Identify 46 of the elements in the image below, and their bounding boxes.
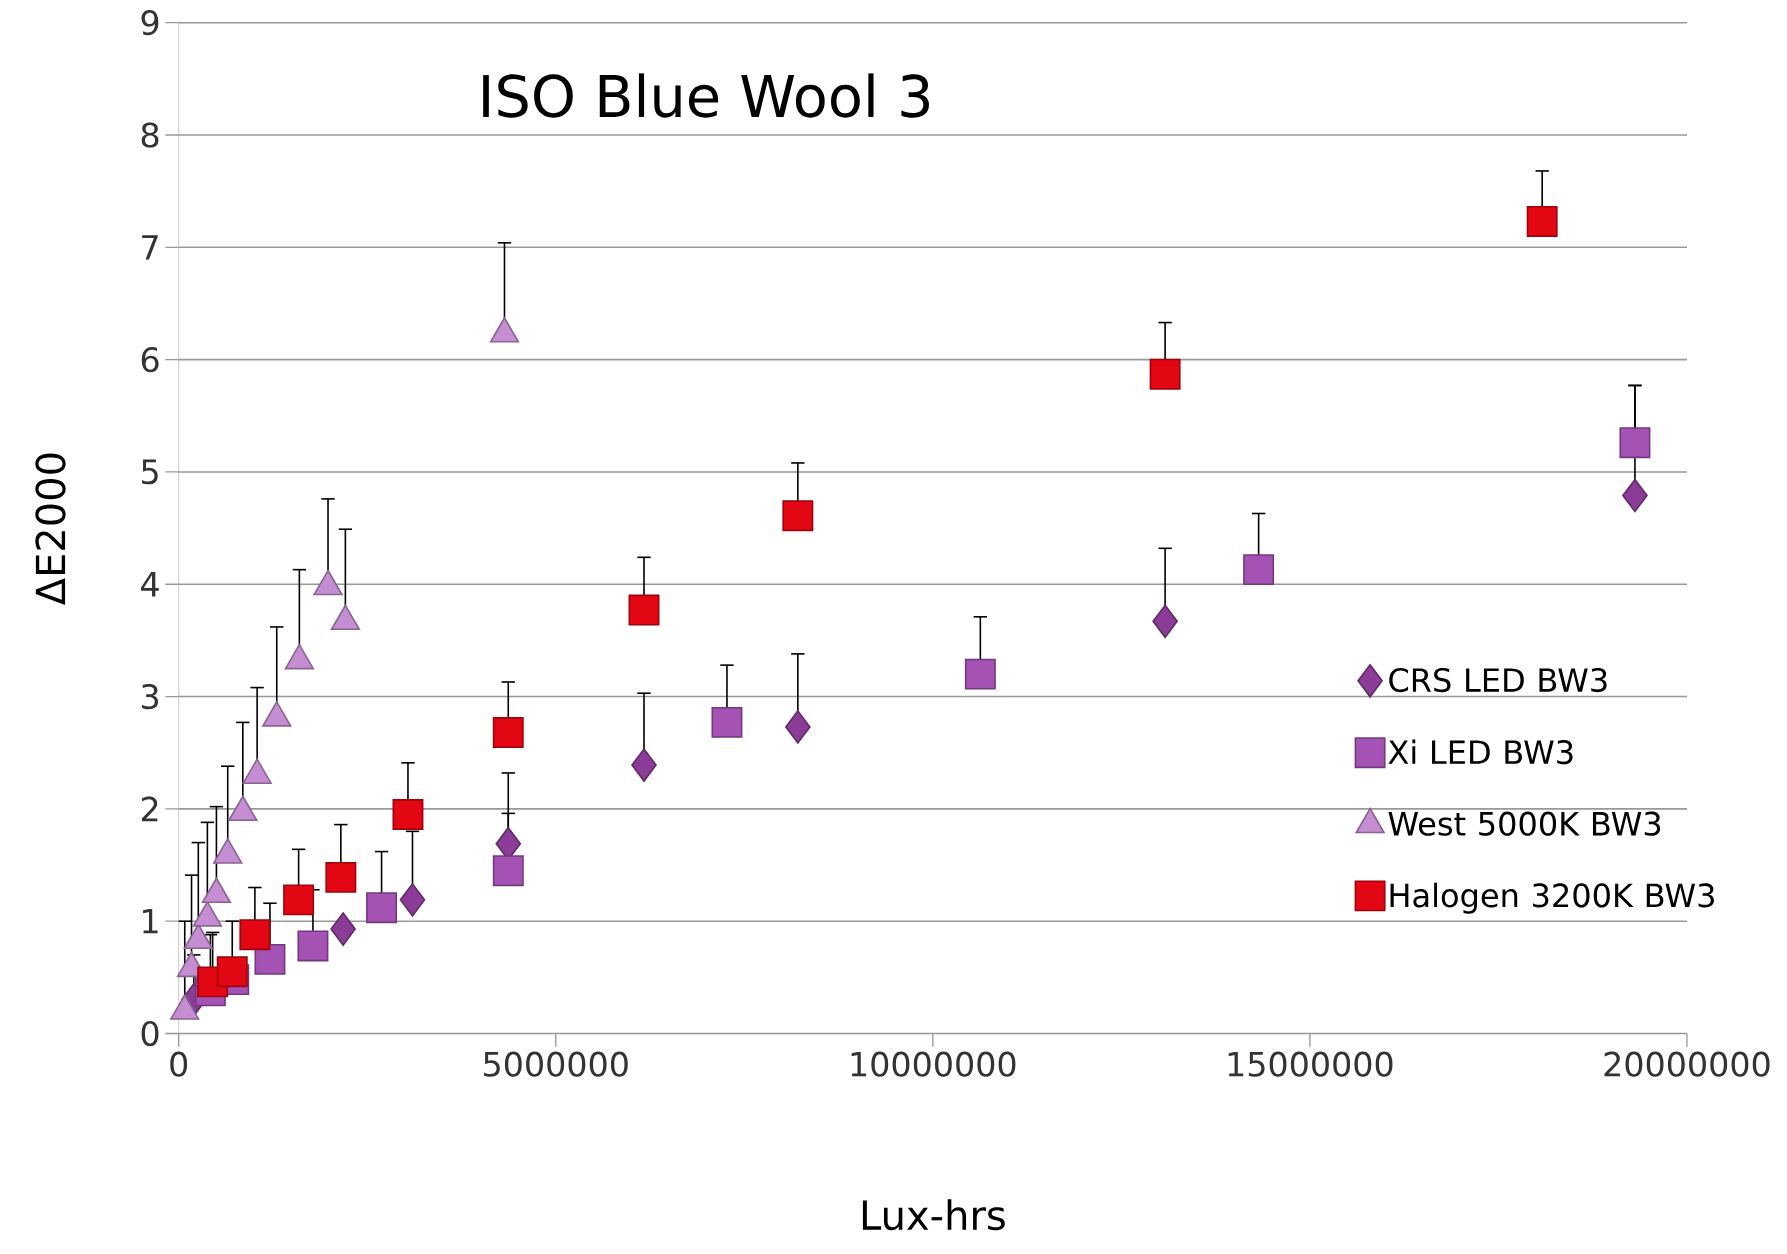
point — [631, 748, 657, 783]
y-tick-label: 8 — [141, 122, 159, 148]
point — [366, 892, 398, 924]
point — [392, 799, 424, 831]
point — [1622, 478, 1648, 513]
legend-label: Halogen 3200K BW3 — [1390, 882, 1714, 914]
point — [283, 884, 315, 916]
point — [216, 956, 248, 988]
point — [1526, 206, 1558, 238]
y-tick-label: 0 — [141, 1021, 159, 1047]
x-tick-label: 0 — [170, 1051, 188, 1078]
point — [399, 883, 426, 917]
point — [785, 710, 811, 744]
y-tick-label: 7 — [142, 235, 158, 260]
y-tick-label: 1 — [143, 909, 158, 934]
x-axis-title: Lux-hrs — [862, 1199, 1005, 1231]
point — [492, 855, 524, 887]
point — [1619, 427, 1651, 459]
point — [964, 658, 996, 690]
legend-label: CRS LED BW3 — [1389, 668, 1607, 693]
y-tick-label: 6 — [141, 347, 159, 373]
y-tick-label: 9 — [141, 10, 159, 36]
point — [254, 944, 286, 976]
y-tick-label: 5 — [142, 459, 158, 485]
legend-label: West 5000K BW3 — [1388, 811, 1661, 837]
point — [1152, 604, 1178, 639]
point — [330, 912, 356, 947]
y-tick-label: 4 — [141, 572, 159, 597]
y-tick-label: 3 — [141, 684, 158, 710]
x-tick-label: 5000000 — [484, 1051, 628, 1078]
point — [325, 862, 357, 894]
legend-label: Xi LED BW3 — [1388, 739, 1573, 765]
point — [711, 707, 743, 739]
point — [1243, 554, 1275, 586]
y-axis-title: ΔE2000 — [35, 453, 66, 606]
point — [782, 500, 814, 532]
x-tick-label: 20000000 — [1604, 1051, 1770, 1078]
x-tick-label: 15000000 — [1228, 1051, 1393, 1078]
point — [1149, 358, 1181, 390]
point — [297, 930, 329, 962]
point — [492, 717, 524, 749]
point — [628, 594, 660, 626]
x-tick-label: 10000000 — [851, 1051, 1016, 1078]
text: ISO Blue Wool 3 — [483, 73, 929, 118]
point — [239, 919, 271, 951]
y-tick-label: 2 — [141, 796, 158, 822]
